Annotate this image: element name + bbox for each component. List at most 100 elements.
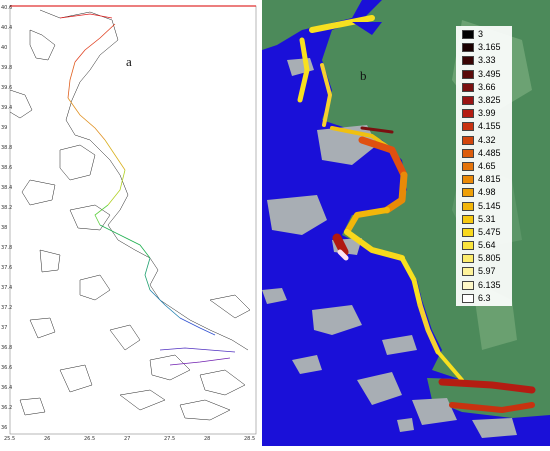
legend-swatch xyxy=(462,109,474,119)
y-tick-label: 38.8 xyxy=(1,145,13,151)
legend-item: 4.815 xyxy=(462,173,512,186)
legend-label: 3.495 xyxy=(478,68,501,79)
y-tick-label: 39.6 xyxy=(1,85,13,91)
legend-item: 4.155 xyxy=(462,120,512,133)
legend-label: 3.165 xyxy=(478,42,501,53)
y-tick-label: 37.6 xyxy=(1,265,13,271)
legend-swatch xyxy=(462,227,474,237)
legend-item: 6.135 xyxy=(462,279,512,292)
legend-swatch xyxy=(462,43,474,53)
y-tick-label: 37.8 xyxy=(1,245,13,251)
y-tick-label: 37 xyxy=(1,325,8,331)
legend-label: 4.65 xyxy=(478,160,496,171)
legend-swatch xyxy=(462,201,474,211)
y-tick-label: 40.4 xyxy=(1,25,13,31)
legend-swatch xyxy=(462,267,474,277)
legend-item: 5.31 xyxy=(462,213,512,226)
x-tick-label: 28 xyxy=(204,436,211,442)
y-tick-label: 38.6 xyxy=(1,165,13,171)
legend-swatch xyxy=(462,280,474,290)
y-tick-label: 39.4 xyxy=(1,105,13,111)
legend-swatch xyxy=(462,148,474,158)
x-tick-label: 28.5 xyxy=(244,436,256,442)
legend-item: 3.99 xyxy=(462,107,512,120)
legend-label: 3.33 xyxy=(478,55,496,66)
y-tick-label: 39 xyxy=(1,125,8,131)
y-tick-label: 40.6 xyxy=(1,5,13,11)
legend-swatch xyxy=(462,82,474,92)
legend-item: 4.32 xyxy=(462,134,512,147)
x-tick-label: 26 xyxy=(44,436,51,442)
legend-label: 5.64 xyxy=(478,240,496,251)
legend-item: 5.475 xyxy=(462,226,512,239)
legend-item: 5.97 xyxy=(462,265,512,278)
x-tick-label: 27 xyxy=(124,436,131,442)
legend-item: 4.65 xyxy=(462,160,512,173)
y-tick-label: 38.4 xyxy=(1,185,13,191)
legend-item: 3.33 xyxy=(462,54,512,67)
legend-item: 3 xyxy=(462,28,512,41)
legend-swatch xyxy=(462,56,474,66)
legend-label: 6.3 xyxy=(478,292,491,303)
y-tick-label: 37.4 xyxy=(1,285,13,291)
y-tick-label: 38.2 xyxy=(1,205,13,211)
legend-label: 3.99 xyxy=(478,108,496,119)
legend-item: 4.98 xyxy=(462,186,512,199)
legend-swatch xyxy=(462,254,474,264)
legend-item: 5.805 xyxy=(462,252,512,265)
legend-label: 4.485 xyxy=(478,147,501,158)
legend-swatch xyxy=(462,96,474,106)
legend-item: 5.145 xyxy=(462,199,512,212)
legend-label: 5.805 xyxy=(478,253,501,264)
panel-a-letter: a xyxy=(126,54,132,69)
x-tick-label: 27.5 xyxy=(164,436,176,442)
legend-label: 3.66 xyxy=(478,81,496,92)
map-panel-a: a 40.6 40.4 40 39.8 39.6 39.4 39 38.8 38.6 38.4 38… xyxy=(0,0,262,446)
inlet xyxy=(352,22,382,35)
y-tick-label: 40 xyxy=(1,45,8,51)
legend-swatch xyxy=(462,30,474,40)
legend-item: 4.485 xyxy=(462,147,512,160)
legend-label: 4.815 xyxy=(478,174,501,185)
y-tick-label: 36.8 xyxy=(1,345,13,351)
legend-item: 3.165 xyxy=(462,41,512,54)
legend-label: 4.155 xyxy=(478,121,501,132)
legend-swatch xyxy=(462,135,474,145)
legend-label: 4.98 xyxy=(478,187,496,198)
y-tick-label: 36.6 xyxy=(1,365,13,371)
legend-swatch xyxy=(462,241,474,251)
legend-item: 6.3 xyxy=(462,292,512,305)
legend-label: 5.97 xyxy=(478,266,496,277)
y-tick-label: 36.2 xyxy=(1,405,13,411)
y-tick-label: 36 xyxy=(1,425,8,431)
y-tick-label: 37.2 xyxy=(1,305,13,311)
x-tick-label: 26.5 xyxy=(84,436,96,442)
legend-label: 3 xyxy=(478,29,484,40)
legend-label: 4.32 xyxy=(478,134,496,145)
legend-label: 5.475 xyxy=(478,226,501,237)
legend: 3 3.165 3.33 3.495 3.66 3.825 3.99 4.155 4.32 4.4… xyxy=(462,28,512,305)
map-a-frame xyxy=(9,5,257,435)
y-tick-label: 38 xyxy=(1,225,8,231)
legend-item: 3.495 xyxy=(462,68,512,81)
gps-track xyxy=(59,13,236,366)
y-tick-label: 39.8 xyxy=(1,65,13,71)
legend-item: 3.825 xyxy=(462,94,512,107)
nw-land xyxy=(262,0,362,50)
map-a-canvas xyxy=(9,5,257,435)
wave-height-bands xyxy=(297,15,536,413)
x-tick-label: 25.5 xyxy=(4,436,16,442)
legend-label: 5.145 xyxy=(478,200,501,211)
y-tick-label: 36.4 xyxy=(1,385,13,391)
legend-label: 5.31 xyxy=(478,213,496,224)
legend-label: 3.825 xyxy=(478,95,501,106)
legend-label: 6.135 xyxy=(478,279,501,290)
legend-swatch xyxy=(462,214,474,224)
legend-swatch xyxy=(462,161,474,171)
legend-swatch xyxy=(462,69,474,79)
legend-item: 5.64 xyxy=(462,239,512,252)
legend-item: 3.66 xyxy=(462,81,512,94)
legend-swatch xyxy=(462,188,474,198)
legend-swatch xyxy=(462,293,474,303)
panel-b-letter: b xyxy=(360,68,367,83)
